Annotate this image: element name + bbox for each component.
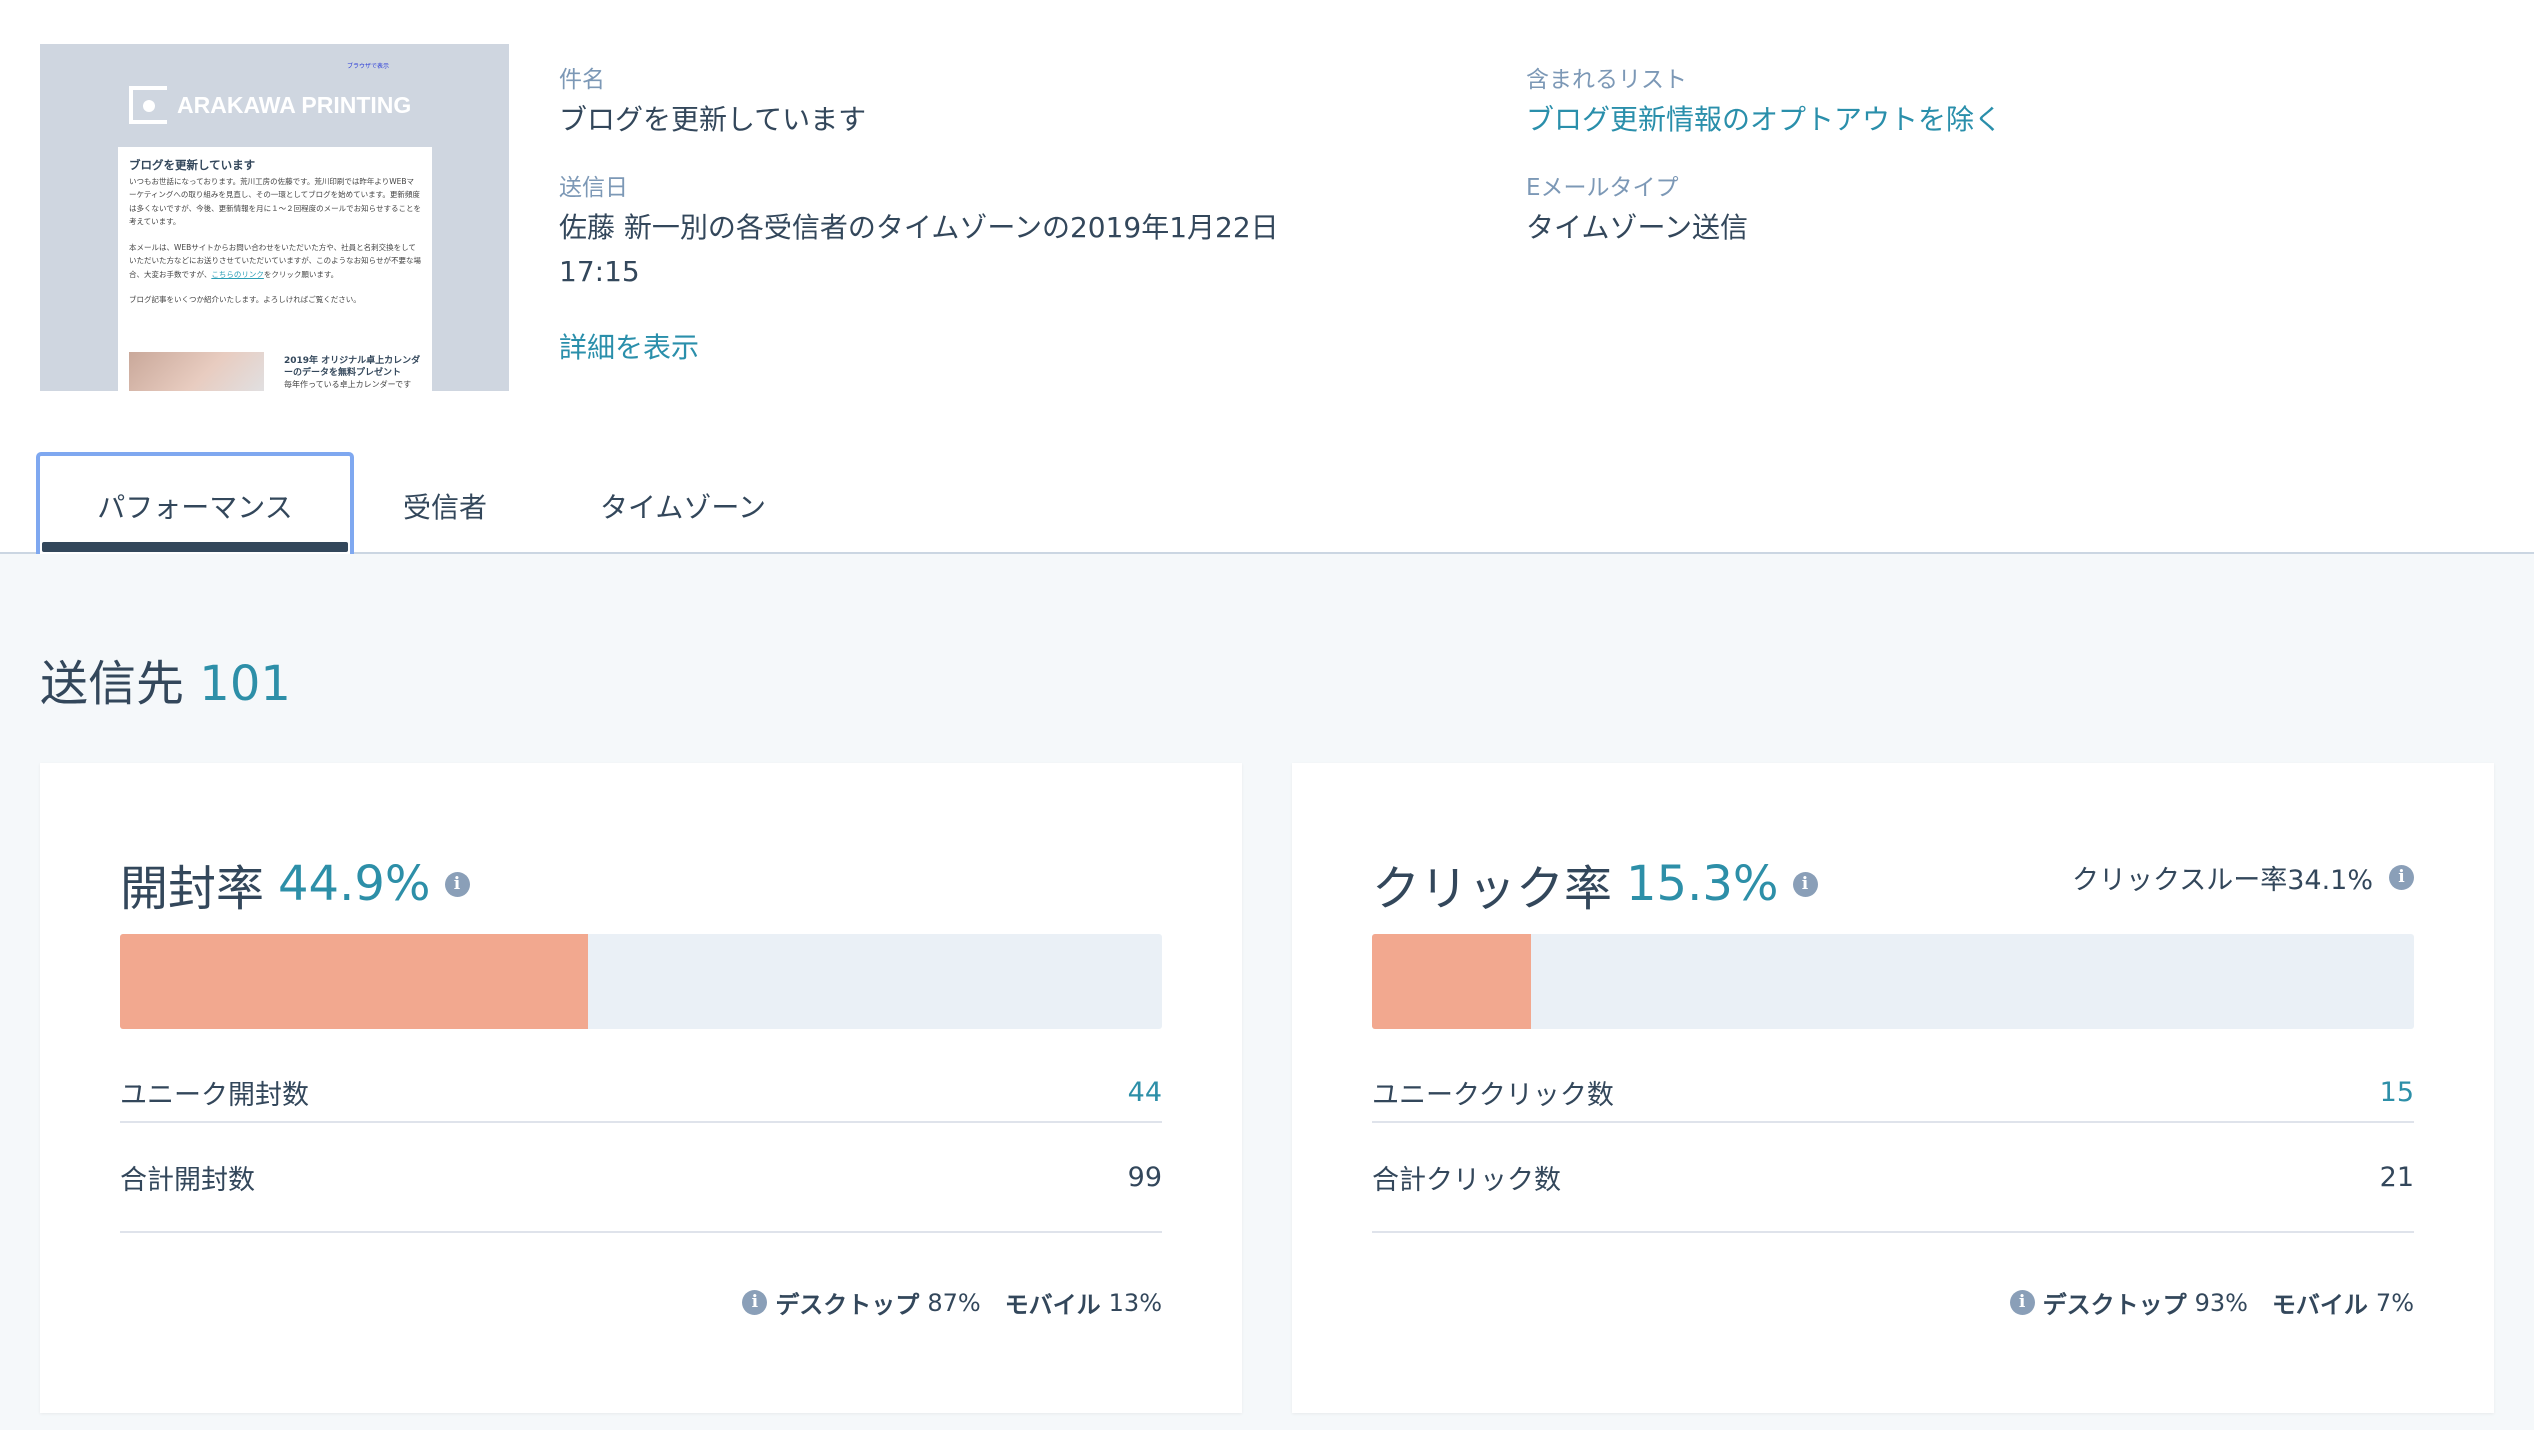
view-in-browser-link: ブラウザで表示 bbox=[346, 63, 389, 70]
mobile-label: モバイル bbox=[1004, 1291, 1101, 1319]
unique-clicks-label: ユニーククリック数 bbox=[1372, 1079, 1614, 1111]
click-rate-value: 15.3% bbox=[1626, 856, 1779, 912]
brand-name: ARAKAWA PRINTING bbox=[177, 91, 412, 118]
open-rate-label: 開封率 bbox=[120, 861, 265, 917]
mobile-value: 7% bbox=[2375, 1288, 2414, 1317]
info-icon[interactable]: i bbox=[2009, 1290, 2035, 1315]
open-rate-value: 44.9% bbox=[278, 856, 431, 912]
subject-label: 件名 bbox=[559, 67, 605, 93]
email-headline: ブログを更新しています bbox=[129, 158, 256, 172]
recipients-heading: 送信先 101 bbox=[40, 644, 291, 714]
total-clicks-row: 合計クリック数 21 bbox=[1372, 1123, 2414, 1233]
sent-time-value: 17:15 bbox=[559, 255, 640, 288]
tab-timezone[interactable]: タイムゾーン bbox=[599, 490, 767, 524]
click-rate-bar bbox=[1372, 934, 2414, 1029]
open-rate-card: 開封率 44.9% i ユニーク開封数 44 合計開封数 99 i デスクトップ 87% モバ… bbox=[40, 763, 1242, 1413]
click-rate-label: クリック率 bbox=[1372, 861, 1613, 917]
performance-panel: 送信先 101 開封率 44.9% i ユニーク開封数 44 合計開封数 99 i デスク… bbox=[0, 554, 2534, 1430]
click-rate-title: クリック率 15.3% i bbox=[1372, 849, 1818, 919]
info-icon[interactable]: i bbox=[2389, 865, 2414, 890]
click-through-rate-text: クリックスルー率34.1% bbox=[2072, 865, 2373, 896]
desktop-label: デスクトップ bbox=[775, 1291, 920, 1319]
lists-link[interactable]: ブログ更新情報のオプトアウトを除く bbox=[1526, 103, 2003, 136]
open-rate-bar bbox=[120, 934, 1162, 1029]
tab-performance[interactable]: パフォーマンス bbox=[36, 452, 354, 559]
email-type-label: Eメールタイプ bbox=[1526, 175, 1679, 201]
email-paragraph: いつもお世話になっております。荒川工房の佐藤です。荒川印刷では昨年よりWEBマー… bbox=[129, 176, 421, 227]
total-clicks-label: 合計クリック数 bbox=[1372, 1164, 1561, 1196]
device-breakdown: i デスクトップ 87% モバイル 13% bbox=[742, 1285, 1162, 1320]
paragraph-text: 本メールは、WEBサイトからお問い合わせをいただいた方や、社員と名刺交換をしてい… bbox=[129, 242, 421, 279]
email-paragraph: ブログ記事をいくつか紹介いたします。よろしければご覧ください。 bbox=[129, 295, 361, 304]
calendar-photo bbox=[129, 352, 264, 391]
device-breakdown: i デスクトップ 93% モバイル 7% bbox=[2009, 1285, 2414, 1320]
unique-opens-row: ユニーク開封数 44 bbox=[120, 1063, 1162, 1123]
sent-date-value: 佐藤 新一別の各受信者のタイムゾーンの2019年1月22日 bbox=[559, 211, 1279, 244]
article-teaser: 2019年 オリジナル卓上カレンダーのデータを無料プレゼント毎年作っている卓上カ… bbox=[284, 355, 424, 391]
article-body: 毎年作っている卓上カレンダーですが、今年はダウンロード版のデータも bbox=[284, 380, 412, 389]
click-rate-card: クリック率 15.3% i クリックスルー率34.1% i ユニーククリック数 15 合… bbox=[1292, 763, 2494, 1413]
show-details-link[interactable]: 詳細を表示 bbox=[559, 331, 700, 364]
recipients-count: 101 bbox=[199, 656, 291, 712]
optout-link: こちらのリンク bbox=[211, 269, 264, 279]
total-opens-value: 99 bbox=[1127, 1161, 1162, 1193]
info-icon[interactable]: i bbox=[444, 871, 470, 897]
unique-opens-value[interactable]: 44 bbox=[1127, 1076, 1162, 1108]
email-type-value: タイムゾーン送信 bbox=[1526, 211, 1749, 244]
recipients-label: 送信先 bbox=[40, 656, 185, 712]
email-preview-thumbnail[interactable]: ブラウザで表示 ARAKAWA PRINTING ブログを更新しています いつも… bbox=[40, 44, 509, 391]
article-title: 2019年 オリジナル卓上カレンダーのデータを無料プレゼント bbox=[284, 356, 421, 378]
info-icon[interactable]: i bbox=[742, 1290, 768, 1315]
open-rate-bar-fill bbox=[120, 934, 588, 1029]
tab-recipients[interactable]: 受信者 bbox=[402, 490, 487, 524]
click-rate-bar-fill bbox=[1372, 934, 1532, 1029]
tab-bar: パフォーマンス 受信者 タイムゾーン bbox=[0, 452, 2534, 559]
desktop-label: デスクトップ bbox=[2042, 1291, 2187, 1319]
subject-value: ブログを更新しています bbox=[559, 103, 867, 136]
email-body: ブログを更新しています いつもお世話になっております。荒川工房の佐藤です。荒川印… bbox=[118, 147, 432, 391]
unique-clicks-row: ユニーククリック数 15 bbox=[1372, 1063, 2414, 1123]
paragraph-text: をクリック願います。 bbox=[263, 269, 339, 279]
unique-clicks-value[interactable]: 15 bbox=[2379, 1076, 2414, 1108]
email-paragraph: 本メールは、WEBサイトからお問い合わせをいただいた方や、社員と名刺交換をしてい… bbox=[129, 241, 421, 282]
logo-icon bbox=[129, 86, 167, 124]
total-opens-row: 合計開封数 99 bbox=[120, 1123, 1162, 1233]
click-through-rate: クリックスルー率34.1% i bbox=[2072, 858, 2414, 897]
total-opens-label: 合計開封数 bbox=[120, 1164, 255, 1196]
sent-date-label: 送信日 bbox=[559, 175, 628, 201]
total-clicks-value: 21 bbox=[2379, 1161, 2414, 1193]
desktop-value: 87% bbox=[927, 1288, 981, 1317]
mobile-label: モバイル bbox=[2271, 1291, 2368, 1319]
mobile-value: 13% bbox=[1108, 1288, 1162, 1317]
desktop-value: 93% bbox=[2194, 1288, 2248, 1317]
lists-label: 含まれるリスト bbox=[1526, 67, 1687, 93]
open-rate-title: 開封率 44.9% i bbox=[120, 849, 470, 919]
info-icon[interactable]: i bbox=[1792, 871, 1818, 897]
unique-opens-label: ユニーク開封数 bbox=[120, 1079, 309, 1111]
brand-logo: ARAKAWA PRINTING bbox=[129, 86, 411, 124]
